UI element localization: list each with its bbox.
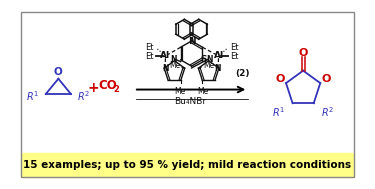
Text: Me: Me	[203, 61, 214, 70]
Bar	[21, 153, 354, 177]
Text: Me: Me	[174, 87, 186, 96]
Text: Al: Al	[213, 51, 223, 60]
Text: CO: CO	[99, 79, 117, 92]
Text: $R^1$: $R^1$	[272, 105, 285, 119]
Text: Et: Et	[230, 43, 239, 52]
Text: N: N	[163, 64, 169, 73]
Text: Et: Et	[145, 52, 154, 61]
Text: (2): (2)	[236, 69, 250, 78]
Text: Al: Al	[160, 51, 171, 60]
Text: O: O	[322, 74, 331, 84]
Text: Et: Et	[230, 52, 239, 61]
Text: +: +	[88, 81, 99, 95]
Text: N: N	[170, 55, 177, 64]
Text: N: N	[206, 55, 213, 64]
Text: $R^2$: $R^2$	[77, 89, 90, 103]
Text: O: O	[275, 74, 284, 84]
Text: $R^1$: $R^1$	[26, 89, 39, 103]
Text: Me: Me	[169, 61, 180, 70]
Text: $R^2$: $R^2$	[321, 105, 334, 119]
Text: 15 examples; up to 95 % yield; mild reaction conditions: 15 examples; up to 95 % yield; mild reac…	[23, 160, 352, 170]
Text: O: O	[54, 67, 63, 77]
Text: O: O	[298, 48, 308, 58]
Text: Bu₄NBr: Bu₄NBr	[175, 97, 207, 106]
Text: N: N	[188, 37, 195, 46]
Text: 2: 2	[113, 85, 119, 94]
Text: Me: Me	[198, 87, 209, 96]
Text: S: S	[200, 55, 207, 64]
Text: Et: Et	[145, 43, 154, 52]
Text: N: N	[214, 64, 220, 73]
